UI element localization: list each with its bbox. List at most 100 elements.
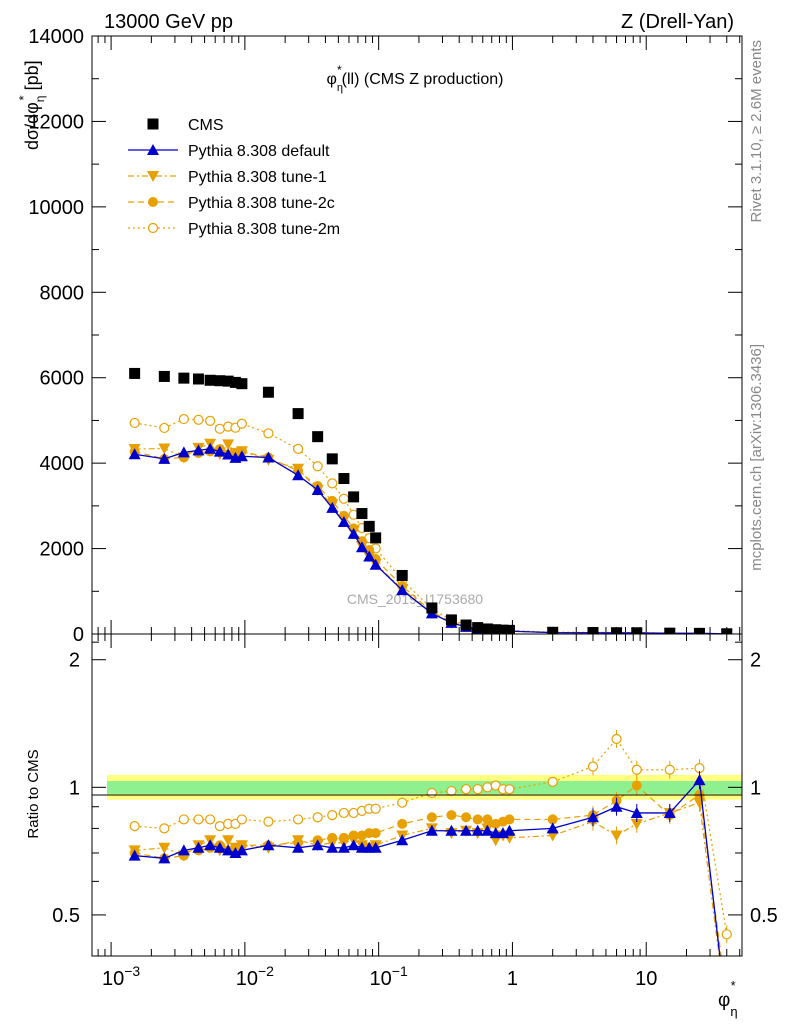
x-tick-label: 1 (507, 968, 518, 990)
legend-label-tune1: Pythia 8.308 tune-1 (188, 169, 327, 186)
rivet-label: Rivet 3.1.10, ≥ 2.6M events (748, 40, 765, 223)
ratio-point-tune2m (159, 823, 170, 834)
ratio-point-tune2c (482, 814, 493, 825)
legend-label-tune2c: Pythia 8.308 tune-2c (188, 195, 335, 212)
legend-label-default: Pythia 8.308 default (188, 143, 330, 160)
ratio-point-tune2m (338, 807, 350, 819)
ratio-line-tune2m (134, 738, 728, 935)
ratio-point-tune2m (426, 787, 437, 799)
point-cms (693, 627, 705, 634)
ratio-point-tune2c (472, 814, 483, 825)
point-cms (292, 408, 304, 420)
point-default (262, 451, 275, 463)
ratio-y-tick-label: 1 (69, 777, 80, 799)
point-cms (158, 370, 170, 382)
legend: CMS Pythia 8.308 default Pythia 8.308 tune… (128, 117, 340, 238)
point-default (213, 445, 226, 457)
ratio-point-default (503, 824, 516, 836)
plot-title-text: φη*(ll) (CMS Z production) (327, 63, 504, 94)
ratio-point-default (326, 841, 339, 853)
ratio-point-tune2c (547, 814, 558, 825)
ratio-point-tune1 (630, 818, 643, 830)
point-cms (481, 623, 493, 634)
legend-label-cms: CMS (188, 117, 224, 134)
top-plot-data (128, 367, 733, 634)
point-cms (664, 627, 676, 634)
ratio-point-tune2m (178, 814, 189, 825)
ratio-point-default (128, 849, 141, 861)
point-default (235, 450, 248, 462)
ratio-plot-data (128, 730, 732, 956)
ratio-point-tune2m (129, 821, 140, 832)
point-cms (490, 624, 502, 634)
point-cms (472, 622, 484, 634)
ratio-point-tune2m (236, 814, 247, 825)
point-cms (445, 614, 457, 626)
point-default (158, 452, 171, 464)
point-tune1 (222, 439, 235, 451)
ratio-point-tune2m (587, 761, 599, 772)
ratio-point-tune2m (263, 816, 274, 827)
ratio-point-default (204, 839, 217, 851)
top-y-tick-label: 0 (73, 624, 84, 646)
point-default (369, 558, 382, 570)
top-y-label-text: dσ/dφη* [pb] (16, 60, 47, 150)
ratio-point-tune2m (348, 807, 359, 819)
point-default (204, 442, 217, 454)
ratio-y-label: Ratio to CMS (25, 749, 42, 838)
x-axis-label-text: φη* (718, 978, 738, 1019)
ratio-point-tune2m (460, 784, 472, 795)
ratio-point-tune2c (426, 812, 437, 823)
point-cms (214, 375, 226, 387)
top-y-tick-label: 14000 (28, 26, 84, 48)
ratio-point-tune1 (610, 830, 623, 842)
point-tune2m (293, 443, 304, 454)
x-tick-label: 10−1 (370, 963, 408, 990)
ratio-point-tune2m (293, 814, 304, 825)
ratio-point-default (471, 824, 484, 836)
ratio-y-axis: 0.5 0.5 1 1 2 2 (52, 641, 778, 927)
ratio-point-tune2c (631, 780, 642, 791)
header-left: 13000 GeV pp (104, 11, 233, 33)
top-y-tick-label: 2000 (40, 539, 85, 561)
ratio-point-tune1 (292, 835, 305, 847)
ratio-point-default (630, 806, 643, 818)
point-cms (326, 453, 338, 465)
ratio-point-tune2m (721, 929, 732, 940)
ratio-point-default (235, 844, 248, 856)
ratio-y-tick-label-right: 1 (750, 777, 761, 799)
legend-marker-tune2c (148, 197, 158, 207)
ratio-point-tune1 (158, 842, 171, 854)
ratio-point-default (425, 824, 438, 836)
top-y-axis: 0 2000 4000 6000 8000 10000 12000 14000 (28, 26, 742, 646)
ratio-point-default (663, 806, 676, 818)
top-y-tick-label: 12000 (28, 111, 84, 133)
ratio-point-default (693, 774, 706, 786)
ratio-point-tune2c (504, 814, 515, 825)
ratio-point-default (369, 841, 382, 853)
ratio-point-tune2m (472, 784, 483, 795)
point-cms (178, 372, 190, 384)
ratio-point-tune2m (370, 803, 381, 814)
ratio-point-default (460, 824, 473, 836)
ratio-point-tune2m (446, 785, 457, 797)
point-tune2m (205, 415, 216, 426)
point-default (355, 541, 368, 553)
ratio-point-default (158, 852, 171, 864)
point-cms (721, 628, 733, 634)
ratio-band-inner (107, 780, 742, 794)
point-cms (426, 602, 438, 614)
ratio-point-tune2m (664, 764, 675, 775)
point-cms (222, 375, 234, 387)
point-tune1 (292, 463, 305, 475)
ratio-point-default (311, 839, 324, 851)
point-tune2m (236, 418, 247, 429)
ratio-point-tune2m (205, 814, 216, 825)
point-cms (460, 619, 472, 631)
point-cms (192, 373, 204, 385)
ratio-point-default (546, 822, 559, 834)
ratio-point-tune2c (370, 828, 381, 839)
ratio-point-tune2c (446, 810, 457, 821)
ratio-y-tick-label-right: 2 (750, 650, 761, 672)
